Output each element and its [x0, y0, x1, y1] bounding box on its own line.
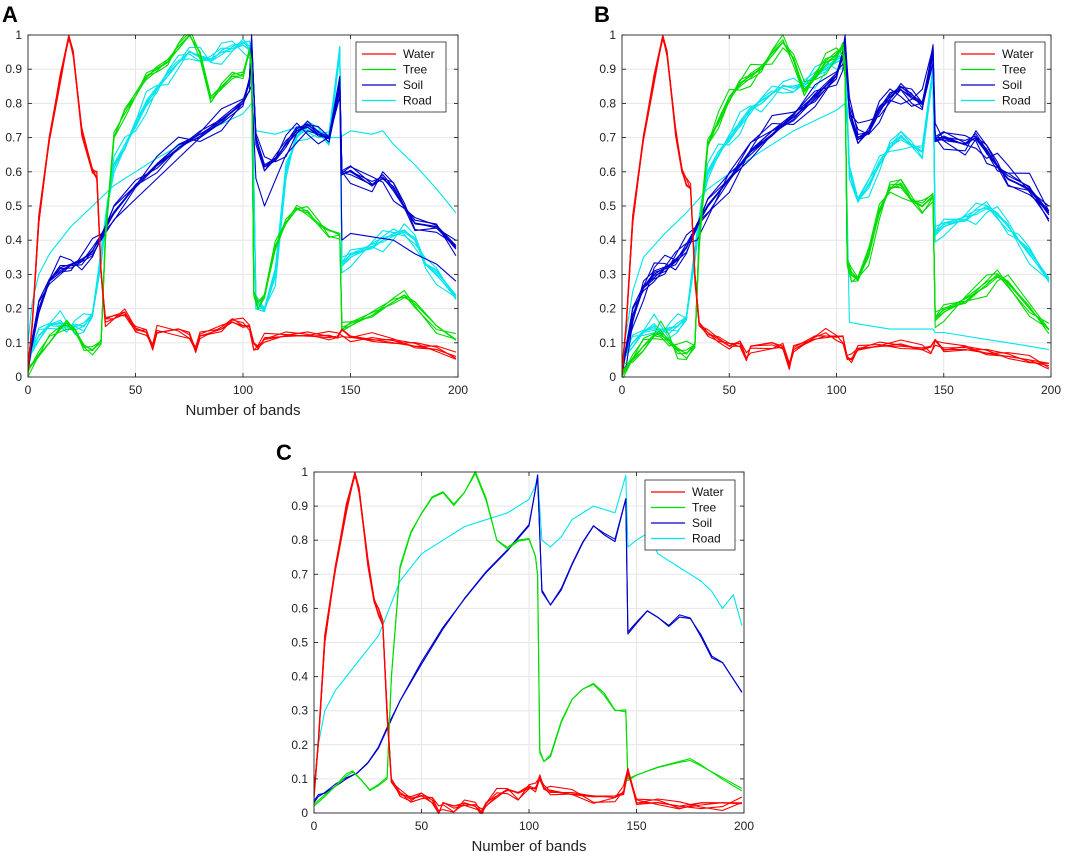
y-tick-label: 0 — [609, 370, 616, 384]
y-tick-label: 0.8 — [599, 96, 616, 110]
x-tick-label: 0 — [25, 383, 32, 397]
series-line-water — [622, 35, 1050, 377]
x-tick-label: 100 — [826, 383, 846, 397]
series-line-road — [28, 44, 457, 362]
y-tick-label: 0.4 — [5, 233, 22, 247]
y-tick-label: 0.6 — [5, 165, 22, 179]
x-tick-label: 150 — [934, 383, 954, 397]
series-line-tree — [622, 41, 1050, 377]
series-line-soil — [622, 38, 1050, 372]
legend-label-road: Road — [1002, 94, 1031, 108]
panel-b: B 0 50 100 150 200 0 0.1 0.2 0.3 0.4 0.5 0.6 0.7 0.8 0.… — [594, 2, 1061, 397]
y-tick-label: 0 — [15, 370, 22, 384]
x-tick-label: 200 — [448, 383, 468, 397]
series-line-tree — [314, 471, 743, 807]
y-tick-label: 0.2 — [291, 738, 308, 752]
y-tick-label: 0.6 — [599, 165, 616, 179]
series-line-tree — [314, 473, 743, 805]
x-tick-label: 200 — [734, 819, 754, 833]
legend-label-water: Water — [692, 485, 724, 499]
legend-label-tree: Tree — [403, 63, 428, 77]
series-line-road — [28, 38, 457, 366]
y-tick-label: 0.3 — [291, 704, 308, 718]
y-tick-label: 0.6 — [291, 601, 308, 615]
y-tick-label: 0.2 — [599, 302, 616, 316]
x-tick-label: 100 — [519, 819, 539, 833]
legend-label-soil: Soil — [1002, 78, 1022, 92]
x-tick-label: 0 — [311, 819, 318, 833]
x-tick-label: 200 — [1041, 383, 1061, 397]
x-tick-label: 150 — [340, 383, 360, 397]
legend-label-tree: Tree — [692, 501, 717, 515]
legend-label-soil: Soil — [403, 78, 423, 92]
y-tick-label: 1 — [15, 28, 22, 42]
series-line-water — [28, 35, 457, 374]
y-tick-label: 0.8 — [5, 96, 22, 110]
x-axis-label: Number of bands — [471, 838, 586, 852]
x-tick-label: 50 — [415, 819, 429, 833]
y-tick-label: 0.7 — [291, 567, 308, 581]
y-tick-label: 0.2 — [5, 302, 22, 316]
panel-label: C — [276, 440, 292, 465]
y-tick-label: 0.3 — [5, 267, 22, 281]
x-tick-label: 0 — [619, 383, 626, 397]
series-line-road-outlier — [622, 102, 1049, 360]
series-line-water — [314, 472, 743, 814]
legend-label-road: Road — [403, 94, 432, 108]
series-line-road — [622, 53, 1050, 370]
y-tick-label: 1 — [609, 28, 616, 42]
y-tick-label: 0.9 — [5, 62, 22, 76]
series-line-soil — [28, 41, 457, 370]
legend-label-road: Road — [692, 532, 721, 546]
series-line-soil — [314, 476, 743, 802]
legend-label-water: Water — [403, 47, 435, 61]
panel-label: B — [594, 2, 610, 27]
plot-area — [28, 34, 457, 377]
x-axis-label: Number of bands — [185, 402, 300, 419]
series-line-road-outlier — [28, 102, 457, 343]
y-tick-label: 0.8 — [291, 533, 308, 547]
panel-label: A — [2, 2, 18, 27]
x-tick-label: 150 — [626, 819, 646, 833]
y-tick-label: 0.5 — [599, 199, 616, 213]
plot-area — [314, 471, 743, 814]
x-tick-label: 50 — [129, 383, 143, 397]
series-line-water — [314, 475, 742, 814]
y-tick-label: 0.4 — [599, 233, 616, 247]
panel-a: A 0 50 100 150 200 0 0.1 0.2 0.3 0.4 0.5 0.6 0.7 0.8 0.… — [2, 2, 468, 419]
panel-c: C 0 50 100 150 200 0 0.1 0.2 0.3 0.4 0.5 0.6 0.7 0.8 0.… — [276, 440, 754, 852]
y-tick-label: 0.7 — [599, 131, 616, 145]
y-tick-label: 0 — [301, 806, 308, 820]
legend-label-water: Water — [1002, 47, 1034, 61]
legend-label-tree: Tree — [1002, 63, 1027, 77]
y-tick-label: 0.1 — [291, 772, 308, 786]
y-tick-label: 0.1 — [5, 336, 22, 350]
y-tick-label: 0.4 — [291, 670, 308, 684]
legend-label-soil: Soil — [692, 516, 712, 530]
y-tick-label: 0.9 — [599, 62, 616, 76]
x-tick-label: 50 — [723, 383, 737, 397]
y-tick-label: 0.5 — [291, 636, 308, 650]
series-line-water — [622, 38, 1049, 368]
plot-area — [622, 34, 1050, 378]
y-tick-label: 0.9 — [291, 499, 308, 513]
y-tick-label: 0.7 — [5, 131, 22, 145]
y-tick-label: 0.1 — [599, 336, 616, 350]
y-tick-label: 0.3 — [599, 267, 616, 281]
series-line-tree — [28, 34, 457, 377]
x-tick-label: 100 — [233, 383, 253, 397]
series-line-road — [314, 474, 743, 797]
y-tick-label: 1 — [301, 465, 308, 479]
y-tick-label: 0.5 — [5, 199, 22, 213]
